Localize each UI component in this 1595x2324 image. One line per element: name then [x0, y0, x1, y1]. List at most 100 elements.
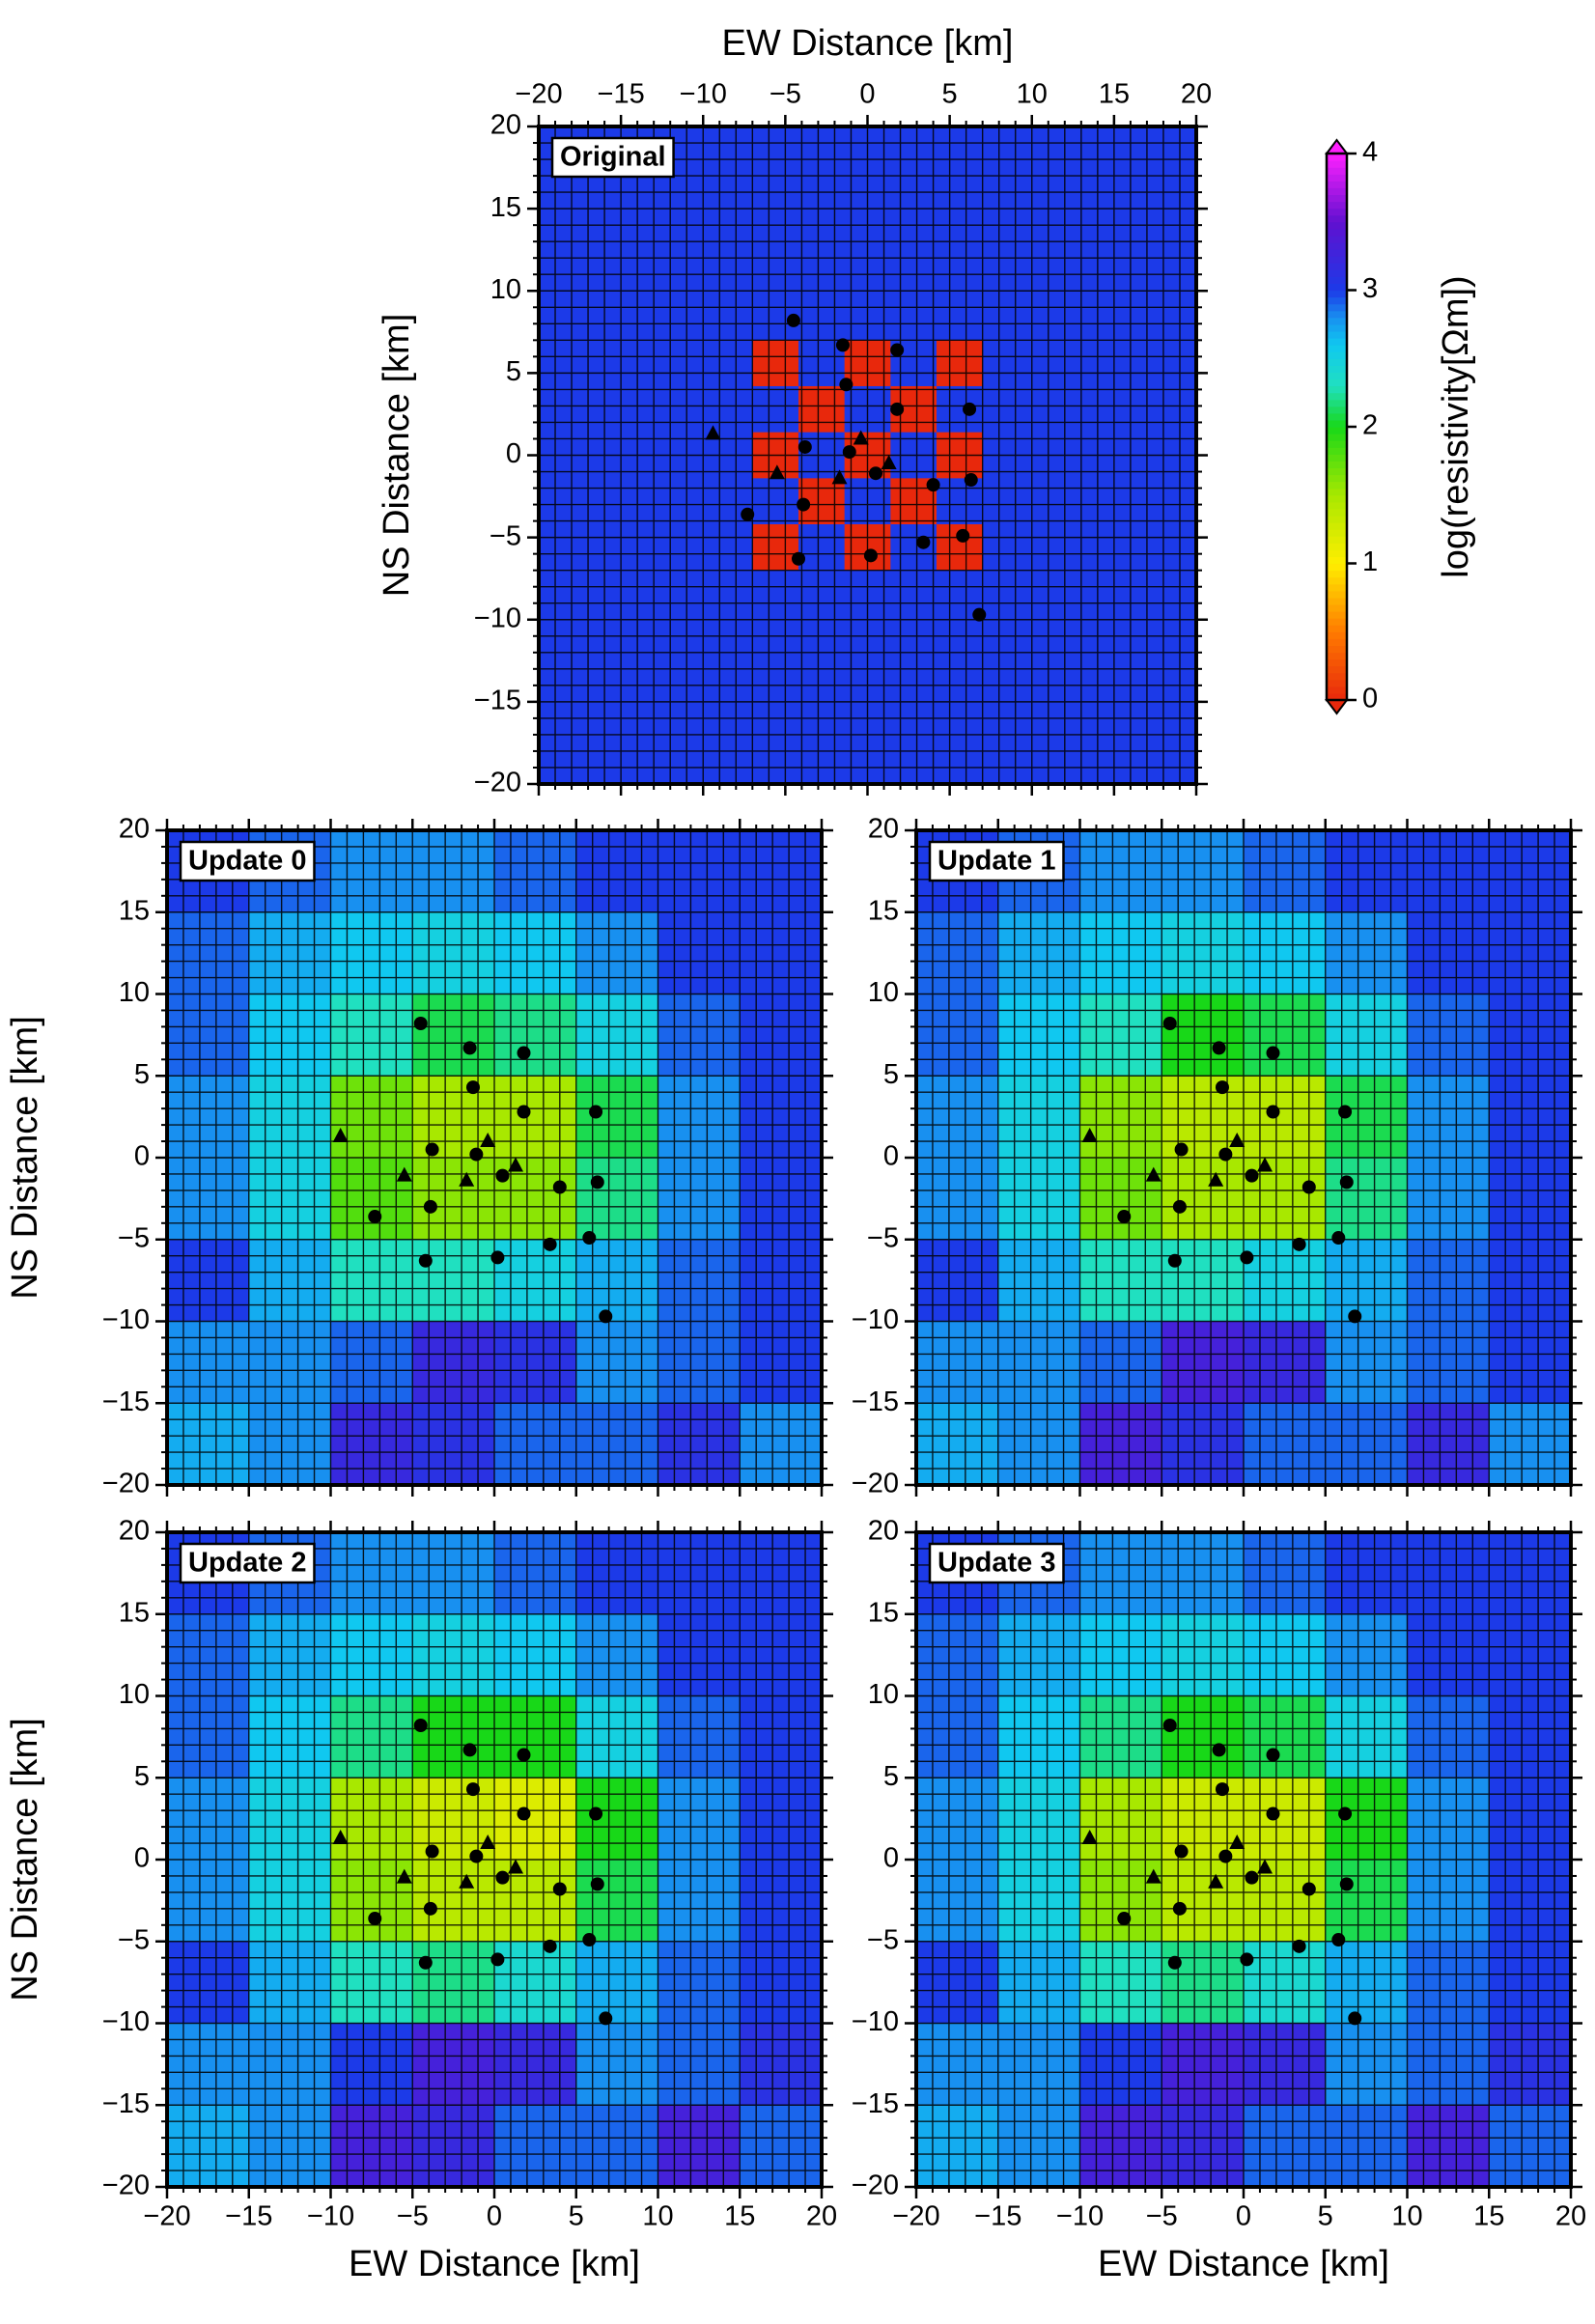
heat-cell	[330, 1613, 413, 1696]
heat-cell	[1079, 994, 1162, 1077]
heat-cell	[1244, 1321, 1327, 1404]
heat-cell	[575, 830, 658, 913]
station-circle	[1331, 1231, 1346, 1246]
heat-cell	[575, 1403, 658, 1486]
heat-cell	[167, 1158, 250, 1241]
colorbar-slice	[1327, 686, 1347, 694]
heat-cell	[412, 1695, 495, 1778]
y-tick-label: −15	[102, 1386, 150, 1417]
heat-cell	[1407, 1941, 1490, 2024]
heat-cell	[167, 2023, 250, 2106]
heat-cell	[1489, 1695, 1572, 1778]
heat-cell	[1325, 1403, 1408, 1486]
heat-cell	[330, 1941, 413, 2024]
y-tick-label: −20	[102, 2170, 150, 2201]
heat-cell	[1407, 1321, 1490, 1404]
heat-cell	[1079, 1239, 1162, 1322]
station-triangle	[1081, 1829, 1098, 1844]
heat-cell	[412, 1076, 495, 1159]
heat-cell	[1244, 1076, 1327, 1159]
heat-cell	[167, 1403, 250, 1486]
station-circle	[517, 1748, 531, 1762]
colorbar: 0 1 2 3 4 log(resistivity[Ωm])	[1325, 137, 1476, 715]
heat-cell	[248, 1403, 331, 1486]
station-circle	[1215, 1080, 1229, 1095]
station-circle	[1348, 1309, 1362, 1324]
heat-cell	[539, 385, 753, 434]
heat-cell	[890, 570, 937, 785]
station-circle	[543, 1939, 557, 1953]
y-tick-label: 5	[134, 1059, 150, 1090]
colorbar-slice	[1327, 167, 1347, 175]
heat-cell	[1407, 1076, 1490, 1159]
heat-cell	[1407, 911, 1490, 994]
heat-cell	[494, 994, 577, 1077]
colorbar-slice	[1327, 461, 1347, 469]
colorbar-slice	[1327, 467, 1347, 476]
x-tick-label: 5	[942, 79, 958, 110]
station-circle	[963, 402, 977, 416]
station-circle	[582, 1933, 597, 1947]
heat-cell	[248, 994, 331, 1077]
heat-cell	[1489, 1860, 1572, 1943]
station-circle	[423, 1199, 437, 1214]
x-axis-label: EW Distance [km]	[349, 2244, 640, 2284]
heat-cell	[412, 911, 495, 994]
y-tick-label: −10	[102, 1304, 150, 1335]
colorbar-slice	[1327, 154, 1347, 161]
heat-cell	[575, 2105, 658, 2188]
heat-cell	[539, 478, 753, 525]
colorbar-slice	[1327, 358, 1347, 366]
colorbar-slice	[1327, 323, 1347, 332]
heat-cell	[167, 1860, 250, 1943]
station-triangle	[459, 1171, 475, 1187]
heat-cell	[997, 2105, 1080, 2188]
heat-cell	[1161, 911, 1245, 994]
x-tick-label: −20	[515, 79, 562, 110]
station-triangle	[1229, 1133, 1245, 1148]
colorbar-slice	[1327, 181, 1347, 188]
heat-cell	[658, 1239, 741, 1322]
station-circle	[1338, 1806, 1353, 1821]
colorbar-slice	[1327, 310, 1347, 319]
heat-cell	[330, 1778, 413, 1861]
station-circle	[368, 1912, 382, 1926]
heat-cell	[1489, 1239, 1572, 1322]
heat-cell	[248, 1778, 331, 1861]
heat-cell	[1244, 1532, 1327, 1615]
heat-cell	[412, 994, 495, 1077]
heat-cell	[1079, 1613, 1162, 1696]
y-tick-label: −5	[867, 1222, 899, 1253]
heat-cell	[916, 1403, 999, 1486]
heat-cell	[167, 1239, 250, 1322]
colorbar-slice	[1327, 201, 1347, 210]
station-circle	[926, 478, 940, 492]
heat-cell	[330, 2105, 413, 2188]
colorbar-slice	[1327, 385, 1347, 394]
colorbar-slice	[1327, 406, 1347, 414]
colorbar-slice	[1327, 618, 1347, 626]
y-tick-label: 5	[134, 1761, 150, 1792]
heat-cell	[1161, 1239, 1245, 1322]
heat-cell	[890, 524, 937, 572]
colorbar-slice	[1327, 249, 1347, 257]
colorbar-slice	[1327, 241, 1347, 250]
y-tick-label: 15	[119, 1597, 150, 1628]
heat-cell	[752, 340, 799, 387]
heat-cell	[1244, 994, 1327, 1077]
colorbar-slice	[1327, 543, 1347, 550]
station-circle	[465, 1782, 480, 1797]
x-tick-label: 5	[1318, 2201, 1333, 2232]
heat-cell	[997, 1613, 1080, 1696]
heat-cell	[1407, 1778, 1490, 1861]
station-circle	[413, 1719, 428, 1733]
station-circle	[1266, 1806, 1280, 1821]
heat-cell	[997, 2023, 1080, 2106]
station-circle	[741, 507, 755, 521]
y-tick-label: −5	[118, 1222, 150, 1253]
heat-cell	[658, 1778, 741, 1861]
heat-cell	[167, 1076, 250, 1159]
station-circle	[589, 1105, 603, 1119]
colorbar-slice	[1327, 228, 1347, 237]
x-tick-label: 0	[859, 79, 875, 110]
